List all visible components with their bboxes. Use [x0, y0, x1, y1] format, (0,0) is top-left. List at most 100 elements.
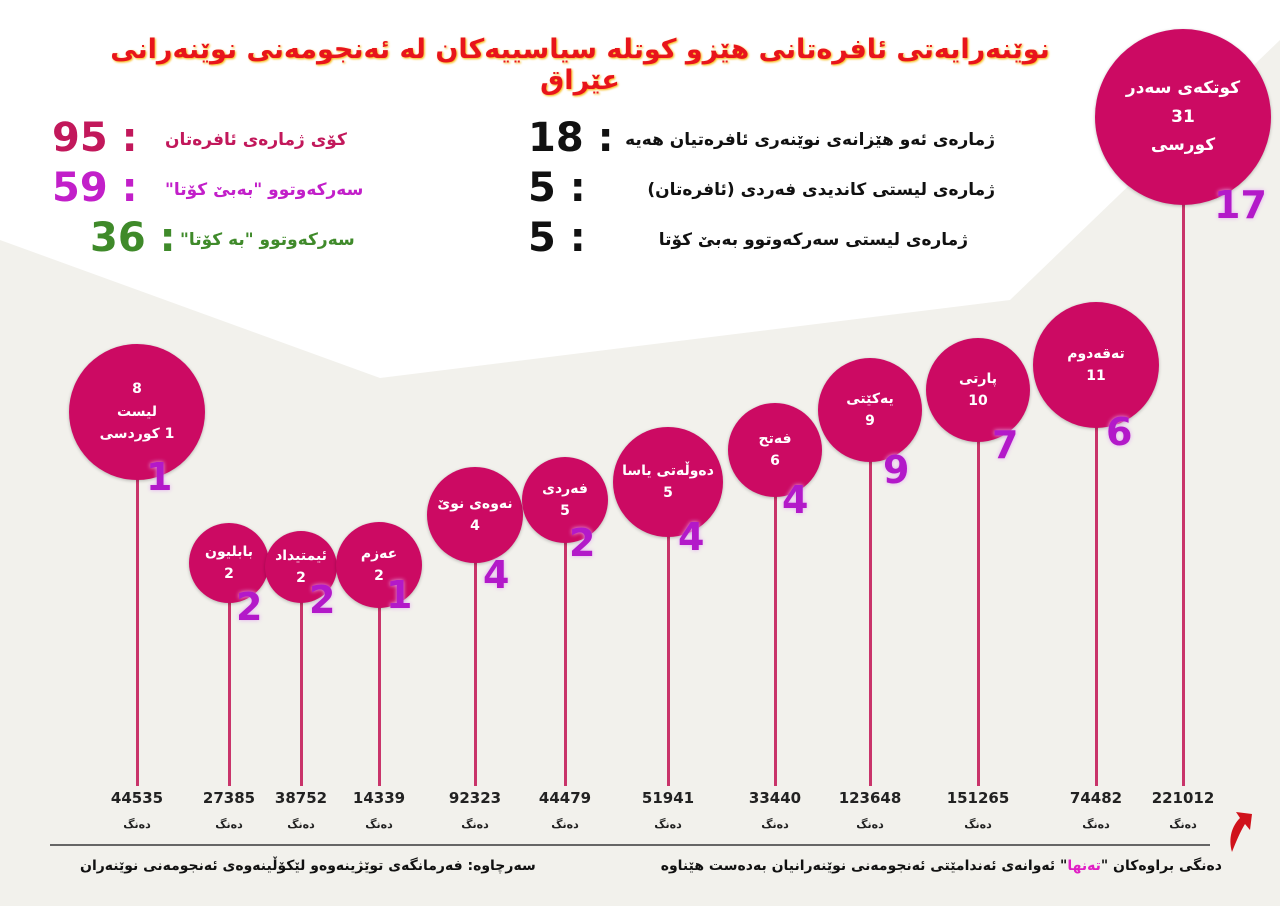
vote-unit: دەنگ — [964, 818, 992, 831]
party-label: 5 — [560, 503, 570, 519]
summary-left-value: 36 : — [90, 215, 176, 261]
summary-right-label: ژمارەی لیستی سەركەوتوو بەبێ كۆتا — [658, 230, 968, 250]
party-label: یەكێتی — [846, 390, 894, 407]
stick — [1095, 426, 1098, 786]
stick — [869, 460, 872, 786]
summary-left-value: 95 : — [52, 115, 138, 161]
party-circle: ئیمتیداد 2 — [265, 531, 337, 603]
vote-count: 14339 — [352, 789, 406, 807]
vote-count: 27385 — [202, 789, 256, 807]
party-circle: نەوەی نوێ 4 — [427, 467, 523, 563]
vote-unit: دەنگ — [856, 818, 884, 831]
vote-unit: دەنگ — [123, 818, 151, 831]
vote-unit: دەنگ — [1169, 818, 1197, 831]
vote-count: 151265 — [946, 789, 1010, 807]
vote-unit: دەنگ — [761, 818, 789, 831]
footnote-highlight: تەنها — [1067, 858, 1101, 874]
summary-left-label: سەركەوتوو "بە كۆتا" — [180, 230, 355, 250]
party-circle: یەكێتی 9 — [818, 358, 922, 462]
party-label: تەقەدوم — [1067, 345, 1125, 362]
party-circle: تەقەدوم 11 — [1033, 302, 1159, 428]
stick — [977, 440, 980, 786]
arrow-icon — [1230, 812, 1252, 852]
women-count: 4 — [782, 478, 809, 522]
vote-unit: دەنگ — [365, 818, 393, 831]
footnote-part: دەنگی براوەكان " — [1100, 858, 1222, 874]
summary-left-value: 59 : — [52, 165, 138, 211]
party-circle: دەوڵەتی یاسا 5 — [613, 427, 723, 537]
women-count: 2 — [236, 585, 263, 629]
women-count: 17 — [1214, 183, 1267, 227]
vote-count: 38752 — [274, 789, 328, 807]
party-circle: فەتح 6 — [728, 403, 822, 497]
stick — [228, 601, 231, 786]
party-circle: بابلیون 2 — [189, 523, 269, 603]
party-label: 4 — [470, 518, 480, 534]
women-count: 2 — [309, 578, 336, 622]
summary-right-value: 5 : — [528, 165, 586, 211]
summary-right-label: ژمارەی لیستی كاندیدی فەردی (ئافرەتان) — [647, 180, 995, 200]
stick — [1182, 203, 1185, 786]
women-count: 9 — [883, 448, 910, 492]
vote-unit: دەنگ — [287, 818, 315, 831]
party-label: عەزم — [360, 545, 398, 562]
divider — [50, 844, 1210, 846]
party-label: 8 — [132, 381, 142, 398]
party-label: فەتح — [758, 430, 792, 447]
stick — [667, 535, 670, 786]
women-count: 6 — [1106, 410, 1133, 454]
summary-left-label: سەركەوتوو "بەبێ كۆتا" — [165, 180, 364, 200]
party-label: كوتكەی سەدر — [1125, 77, 1241, 98]
women-count: 2 — [569, 521, 596, 565]
vote-unit: دەنگ — [1082, 818, 1110, 831]
summary-right-label: ژمارەی ئەو هێزانەی نوێنەری ئافرەتیان هەی… — [625, 130, 995, 150]
stick — [564, 541, 567, 786]
stick — [136, 478, 139, 786]
party-label: 9 — [865, 413, 875, 429]
vote-count: 123648 — [838, 789, 902, 807]
women-count: 4 — [483, 553, 510, 597]
women-count: 1 — [386, 573, 413, 617]
summary-right-value: 18 : — [528, 115, 614, 161]
party-circle: كوتكەی سەدر 31 كورسی — [1095, 29, 1271, 205]
party-label: دەوڵەتی یاسا — [622, 462, 714, 479]
party-label: فەردی — [542, 480, 588, 497]
vote-count: 74482 — [1069, 789, 1123, 807]
footnote: دەنگی براوەكان "تەنها" ئەوانەی ئەندامێتی… — [661, 858, 1222, 874]
party-label: 1 كوردسی — [99, 426, 175, 443]
party-label: لیست — [116, 403, 158, 420]
party-label: بابلیون — [205, 543, 253, 560]
vote-unit: دەنگ — [654, 818, 682, 831]
party-label: 2 — [224, 566, 234, 582]
party-circle: پارتی 10 — [926, 338, 1030, 442]
party-label: 6 — [770, 453, 780, 469]
party-circle: فەردی 5 — [522, 457, 608, 543]
party-circle: 8 لیست 1 كوردسی — [69, 344, 205, 480]
party-label: ئیمتیداد — [275, 547, 327, 564]
party-label: 31 — [1171, 106, 1195, 127]
stick — [300, 601, 303, 786]
party-label: پارتی — [959, 370, 997, 387]
stick — [474, 561, 477, 786]
summary-left-label: كۆی ژمارەی ئافرەتان — [165, 130, 347, 150]
party-label: 5 — [663, 485, 673, 501]
source-text: سەرچاوە: فەرمانگەی توێژینەوەو لێكۆڵینەوە… — [80, 858, 536, 874]
women-count: 4 — [678, 515, 705, 559]
page-title: نوێنەرایەتی ئافرەتانی هێزو كوتلە سیاسییە… — [110, 34, 1050, 96]
party-circle: عەزم 2 — [336, 522, 422, 608]
women-count: 7 — [992, 423, 1019, 467]
summary-right-value: 5 : — [528, 215, 586, 261]
stick — [774, 495, 777, 786]
footnote-part: " ئەوانەی ئەندامێتی ئەنجومەنی نوێنەرانیا… — [660, 858, 1068, 874]
party-label: كورسی — [1150, 135, 1216, 156]
vote-count: 33440 — [748, 789, 802, 807]
stick — [378, 606, 381, 786]
party-label: 10 — [968, 393, 988, 409]
party-label: 2 — [374, 568, 384, 584]
women-count: 1 — [146, 455, 173, 499]
vote-unit: دەنگ — [551, 818, 579, 831]
party-label: نەوەی نوێ — [437, 495, 513, 512]
vote-count: 51941 — [641, 789, 695, 807]
party-label: 11 — [1086, 368, 1106, 384]
